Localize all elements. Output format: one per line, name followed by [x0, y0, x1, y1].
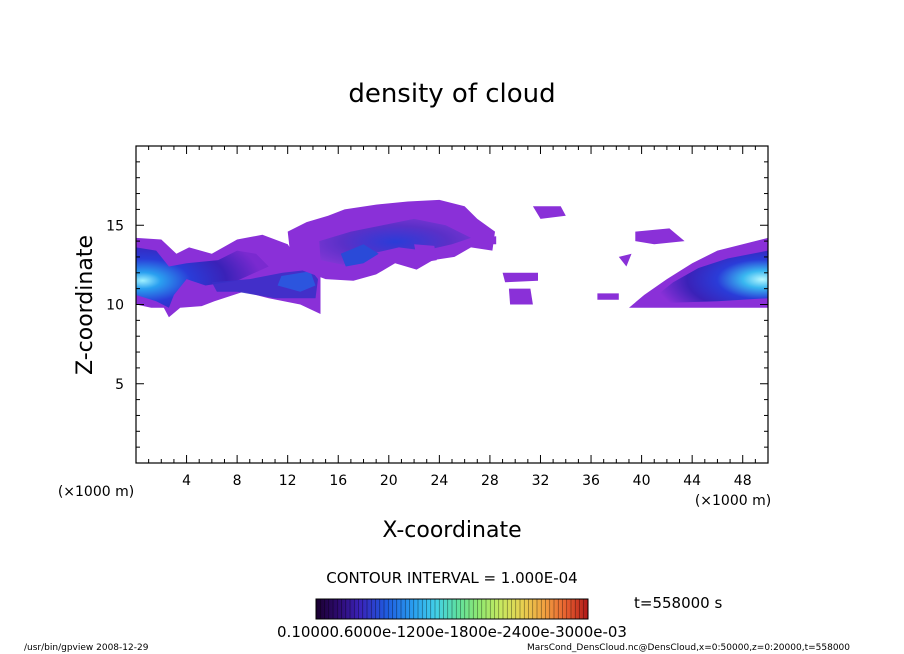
- y-tick-label: 5: [115, 377, 124, 393]
- cloud-field: [136, 199, 768, 318]
- x-tick-label: 12: [279, 473, 297, 489]
- x-tick-label: 36: [582, 473, 600, 489]
- x-tick-label: 4: [182, 473, 191, 489]
- chart-title: density of cloud: [348, 79, 555, 109]
- y-tick-label: 10: [106, 298, 124, 314]
- cloud-region-patch-5: [635, 228, 685, 245]
- cloud-region-patch-6: [482, 236, 497, 245]
- x-tick-label: 8: [233, 473, 242, 489]
- cloud-region-patch-2: [532, 206, 566, 219]
- x-axis-title: X-coordinate: [382, 518, 521, 543]
- footer-right: MarsCond_DensCloud.nc@DensCloud,x=0:5000…: [527, 643, 850, 653]
- time-label: t=558000 s: [634, 594, 722, 612]
- x-tick-label: 48: [734, 473, 752, 489]
- x-tick-label: 28: [481, 473, 499, 489]
- cloud-region-left-core: [136, 247, 269, 308]
- cloud-region-upper-middle-blob: [340, 244, 379, 267]
- cloud-region-right-core: [649, 250, 768, 303]
- cloud-region-patch-1: [502, 272, 538, 283]
- x-tick-label: 32: [532, 473, 550, 489]
- cloud-region-patch-8: [414, 244, 437, 264]
- x-tick-label: 16: [329, 473, 347, 489]
- colorbar-tick-labels: 0.10000.6000e-1200e-1800e-2400e-3000e-03: [277, 623, 627, 641]
- x-tick-label: 40: [633, 473, 651, 489]
- cloud-region-patch-3: [508, 288, 533, 305]
- x-tick-label: 20: [380, 473, 398, 489]
- x-tick-label: 24: [430, 473, 448, 489]
- y-unit-label: (×1000 m): [58, 484, 134, 500]
- y-axis-title: Z-coordinate: [73, 235, 98, 375]
- cloud-region-patch-7: [618, 253, 632, 267]
- footer-left: /usr/bin/gpview 2008-12-29: [24, 643, 149, 653]
- colorbar-level-lines: [319, 599, 585, 619]
- cloud-region-patch-4: [597, 293, 619, 300]
- contour-interval-label: CONTOUR INTERVAL = 1.000E-04: [326, 569, 577, 587]
- cloud-region-left-lower-core: [277, 271, 316, 292]
- x-unit-label: (×1000 m): [695, 493, 771, 509]
- x-tick-label: 44: [683, 473, 701, 489]
- y-tick-label: 15: [106, 218, 124, 234]
